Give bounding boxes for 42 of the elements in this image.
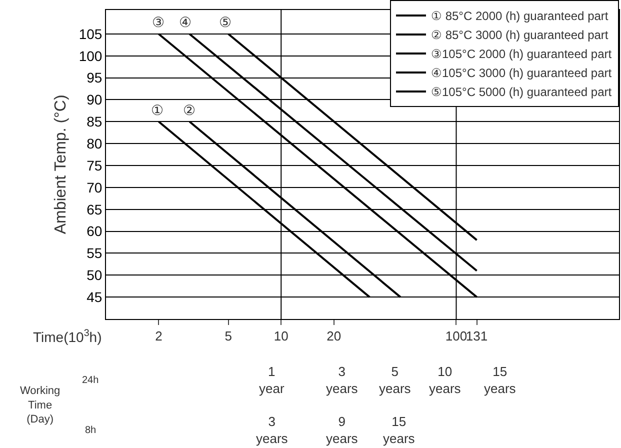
x-axis-title: Time(10$^{3}$h) — [33, 328, 102, 345]
text: 15 years — [484, 364, 516, 396]
x-tick-label: 2 — [155, 328, 162, 344]
text: Working Time (Day) — [20, 385, 60, 426]
y-tick-label: 50 — [86, 267, 102, 284]
y-tick-label: 70 — [86, 179, 102, 196]
y-tick-label: 75 — [86, 157, 102, 174]
y-tick-label: 65 — [86, 201, 102, 218]
annotation: ③ — [152, 14, 165, 30]
text: 24h — [82, 375, 99, 386]
x-tick-label: 131 — [466, 328, 488, 344]
y-tick-label: 85 — [86, 114, 102, 130]
y-tick-label: 100 — [78, 48, 102, 64]
text: 5 years — [379, 364, 412, 396]
legend-label: ④105°C 3000 (h) guaranteed part — [431, 66, 612, 80]
y-tick-label: 80 — [86, 135, 102, 152]
legend-label: ② 85°C 3000 (h) guaranteed part — [431, 28, 609, 42]
legend-label: ⑤105°C 5000 (h) guaranteed part — [431, 85, 612, 100]
x-tick-label: 5 — [224, 328, 232, 344]
annotation: ⑤ — [219, 14, 232, 30]
annotation: ① — [151, 102, 164, 118]
x-tick-label: 20 — [326, 328, 342, 344]
y-tick-label: 105 — [78, 26, 102, 42]
text: 3 years — [326, 364, 358, 396]
y-tick-label: 45 — [86, 288, 102, 305]
y-tick-label: 95 — [86, 70, 102, 86]
y-tick-label: 55 — [86, 245, 102, 262]
x-tick-label: 10 — [274, 328, 288, 344]
text: 3 years — [256, 414, 288, 446]
x-tick-label: 100 — [445, 328, 468, 344]
text: 1 year — [259, 364, 285, 396]
text: 9 years — [326, 414, 358, 446]
legend-label: ① 85°C 2000 (h) guaranteed part — [431, 9, 609, 24]
legend-label: ③105°C 2000 (h) guaranteed part — [431, 47, 612, 62]
text: 15 years — [383, 414, 416, 446]
annotation: ④ — [179, 14, 192, 30]
y-axis-title: Ambient Temp. (°C) — [52, 94, 70, 234]
text: 10 years — [429, 364, 462, 396]
annotation: ② — [183, 102, 196, 118]
y-tick-label: 90 — [86, 92, 102, 108]
text: 8h — [85, 425, 96, 436]
y-tick-label: 60 — [86, 223, 102, 240]
